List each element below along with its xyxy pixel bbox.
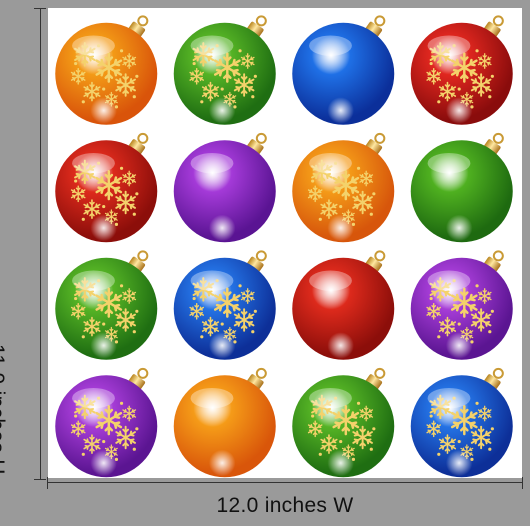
- ornament-green-9: [55, 250, 158, 360]
- height-dimension-line: [40, 8, 41, 480]
- ornament-red-5: [55, 132, 158, 243]
- width-dimension-tick-left: [47, 477, 48, 489]
- ornament-grid: [55, 15, 513, 478]
- ornament-purple-13: [55, 367, 158, 478]
- ornament-blue-3: [292, 15, 395, 125]
- ornament-sticker-sheet: [48, 8, 522, 478]
- ornament-purple-6: [173, 132, 276, 243]
- width-dimension-tick-right: [522, 477, 523, 489]
- height-dimension-tick-top: [34, 8, 46, 9]
- height-dimension-tick-bottom: [34, 479, 46, 480]
- ornament-orange-7: [292, 132, 395, 243]
- ornament-blue-16: [410, 367, 513, 478]
- ornament-blue-10: [173, 250, 276, 360]
- width-dimension-label: 12.0 inches W: [216, 494, 354, 517]
- ornament-green-2: [173, 15, 276, 125]
- ornament-green-15: [292, 367, 395, 478]
- ornament-green-8: [410, 132, 513, 243]
- ornament-red-11: [292, 250, 395, 360]
- height-dimension-label: 11.9 inches H: [0, 344, 8, 475]
- ornament-purple-12: [410, 250, 513, 360]
- ornament-orange-14: [173, 367, 276, 478]
- ornament-red-4: [410, 15, 513, 125]
- ornament-orange-1: [55, 15, 158, 125]
- width-dimension-line: [47, 482, 523, 483]
